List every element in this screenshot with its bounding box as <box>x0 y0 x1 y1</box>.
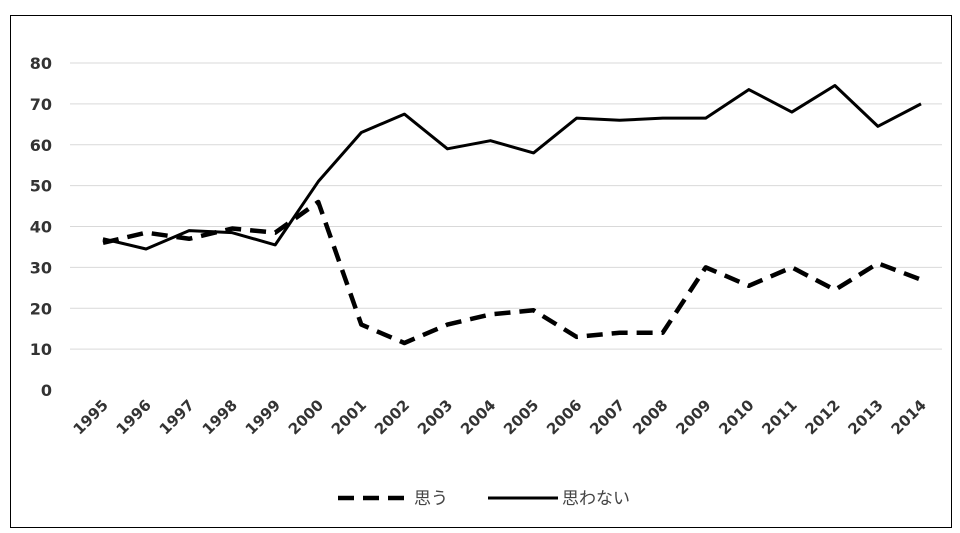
x-tick-label-2013: 2013 <box>845 396 887 438</box>
y-tick-label-60: 60 <box>30 136 52 155</box>
y-tick-label-30: 30 <box>30 258 52 277</box>
x-tick-label-2012: 2012 <box>801 396 843 438</box>
x-tick-label-2006: 2006 <box>543 396 585 438</box>
y-tick-label-50: 50 <box>30 177 52 196</box>
x-tick-label-1997: 1997 <box>156 396 198 438</box>
x-tick-label-2001: 2001 <box>328 396 370 438</box>
y-tick-label-10: 10 <box>30 340 52 359</box>
series-line-omowanai <box>102 83 922 251</box>
y-tick-label-70: 70 <box>30 95 52 114</box>
x-tick-label-2009: 2009 <box>672 396 714 438</box>
gridlines <box>70 62 942 350</box>
x-tick-label-2010: 2010 <box>715 396 757 438</box>
x-tick-label-2003: 2003 <box>414 396 456 438</box>
y-axis-ticks: 0 10 20 30 40 50 60 70 80 <box>30 54 52 400</box>
y-tick-label-80: 80 <box>30 54 52 73</box>
series-lines <box>102 83 922 346</box>
x-tick-label-2008: 2008 <box>629 396 671 438</box>
x-tick-label-2002: 2002 <box>371 396 413 438</box>
legend: 思う 思わない <box>338 489 630 509</box>
y-tick-label-0: 0 <box>41 381 52 400</box>
y-tick-label-20: 20 <box>30 299 52 318</box>
x-tick-label-1995: 1995 <box>70 396 112 438</box>
x-tick-label-2000: 2000 <box>285 396 327 438</box>
legend-label-omou: 思う <box>414 489 448 509</box>
x-tick-label-2011: 2011 <box>758 396 800 438</box>
series-line-omou <box>102 199 922 346</box>
x-tick-label-2004: 2004 <box>457 396 499 438</box>
x-tick-label-1999: 1999 <box>242 396 284 438</box>
x-tick-label-2014: 2014 <box>888 396 930 438</box>
x-tick-label-1996: 1996 <box>113 396 155 438</box>
x-axis-ticks: 1995 1996 1997 1998 1999 2000 2001 2002 2003 2004… <box>70 396 930 438</box>
x-tick-label-1998: 1998 <box>199 396 241 438</box>
x-tick-label-2007: 2007 <box>586 396 628 438</box>
legend-label-omowanai: 思わない <box>562 489 630 509</box>
x-tick-label-2005: 2005 <box>500 396 542 438</box>
y-tick-label-40: 40 <box>30 218 52 237</box>
